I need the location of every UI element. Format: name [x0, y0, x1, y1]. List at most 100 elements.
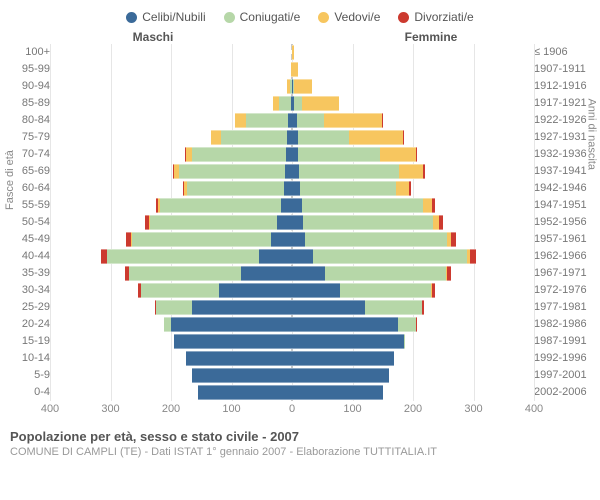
chart-title: Popolazione per età, sesso e stato civil… [10, 429, 590, 444]
bar-segment [423, 164, 425, 179]
male-side [50, 113, 292, 128]
bar-segment [164, 317, 171, 332]
age-label: 30-34 [6, 282, 50, 299]
bar-row [50, 79, 534, 94]
age-label: 75-79 [6, 129, 50, 146]
bar-row [50, 45, 534, 60]
male-side [50, 385, 292, 400]
bar-segment [416, 317, 417, 332]
bar-segment [398, 317, 416, 332]
bar-segment [297, 113, 324, 128]
right-axis-title: Anni di nascita [586, 98, 598, 170]
bar-segment [302, 198, 423, 213]
male-side [50, 249, 292, 264]
legend-label: Celibi/Nubili [142, 10, 205, 24]
birth-label: 1992-1996 [534, 350, 594, 367]
male-side [50, 215, 292, 230]
male-side [50, 181, 292, 196]
female-side [292, 317, 534, 332]
x-tick: 300 [101, 403, 119, 415]
birth-label: 1907-1911 [534, 61, 594, 78]
birth-label: 1967-1971 [534, 265, 594, 282]
left-axis-title: Fasce di età [4, 150, 16, 210]
plot-area [50, 44, 534, 401]
legend-label: Coniugati/e [240, 10, 301, 24]
legend-item: Celibi/Nubili [126, 10, 205, 24]
bar-segment [211, 130, 221, 145]
bar-segment [447, 266, 451, 281]
bar-segment [186, 351, 292, 366]
x-tick: 200 [404, 403, 422, 415]
bar-segment [129, 266, 241, 281]
female-side [292, 147, 534, 162]
age-label: 35-39 [6, 265, 50, 282]
bar-segment [294, 96, 301, 111]
bar-segment [298, 147, 380, 162]
female-side [292, 215, 534, 230]
bar-segment [404, 334, 405, 349]
male-side [50, 300, 292, 315]
x-tick: 100 [222, 403, 240, 415]
header-female: Femmine [292, 30, 540, 44]
bar-segment [303, 215, 433, 230]
legend-label: Vedovi/e [334, 10, 380, 24]
bar-row [50, 300, 534, 315]
x-tick: 400 [525, 403, 543, 415]
female-side [292, 96, 534, 111]
male-side [50, 79, 292, 94]
bar-segment [132, 232, 271, 247]
birth-label: 1952-1956 [534, 214, 594, 231]
legend-swatch [318, 12, 329, 23]
bar-segment [292, 385, 383, 400]
bar-segment [174, 334, 292, 349]
bar-segment [340, 283, 431, 298]
chart: 100+95-9990-9485-8980-8475-7970-7465-696… [0, 44, 600, 401]
bar-row [50, 232, 534, 247]
male-side [50, 45, 292, 60]
age-label: 90-94 [6, 78, 50, 95]
bar-segment [432, 198, 435, 213]
age-label: 20-24 [6, 316, 50, 333]
legend-item: Divorziati/e [398, 10, 473, 24]
bar-segment [192, 300, 292, 315]
birth-label: 1972-1976 [534, 282, 594, 299]
bar-segment [271, 232, 292, 247]
bar-segment [259, 249, 292, 264]
age-label: 45-49 [6, 231, 50, 248]
bar-segment [246, 113, 288, 128]
bar-segment [292, 368, 389, 383]
male-side [50, 130, 292, 145]
bar-segment [382, 113, 383, 128]
birth-label: 1947-1951 [534, 197, 594, 214]
grid-line [534, 44, 535, 401]
bar-segment [409, 181, 411, 196]
age-label: 15-19 [6, 333, 50, 350]
bar-segment [422, 300, 424, 315]
header-male: Maschi [44, 30, 292, 44]
footer: Popolazione per età, sesso e stato civil… [0, 421, 600, 458]
bar-row [50, 198, 534, 213]
bar-segment [179, 164, 285, 179]
bar-segment [403, 130, 404, 145]
female-side [292, 385, 534, 400]
female-side [292, 300, 534, 315]
bar-segment [380, 147, 416, 162]
legend-swatch [398, 12, 409, 23]
bar-segment [292, 164, 299, 179]
age-label: 50-54 [6, 214, 50, 231]
bar-segment [299, 164, 399, 179]
bar-segment [292, 62, 298, 77]
birth-label: 1997-2001 [534, 367, 594, 384]
age-label: 10-14 [6, 350, 50, 367]
male-side [50, 96, 292, 111]
bar-segment [219, 283, 292, 298]
bar-segment [423, 198, 432, 213]
bar-row [50, 249, 534, 264]
bar-segment [451, 232, 456, 247]
bar-segment [324, 113, 381, 128]
bar-segment [281, 198, 292, 213]
male-side [50, 62, 292, 77]
legend-label: Divorziati/e [414, 10, 473, 24]
male-side [50, 334, 292, 349]
age-label: 95-99 [6, 61, 50, 78]
